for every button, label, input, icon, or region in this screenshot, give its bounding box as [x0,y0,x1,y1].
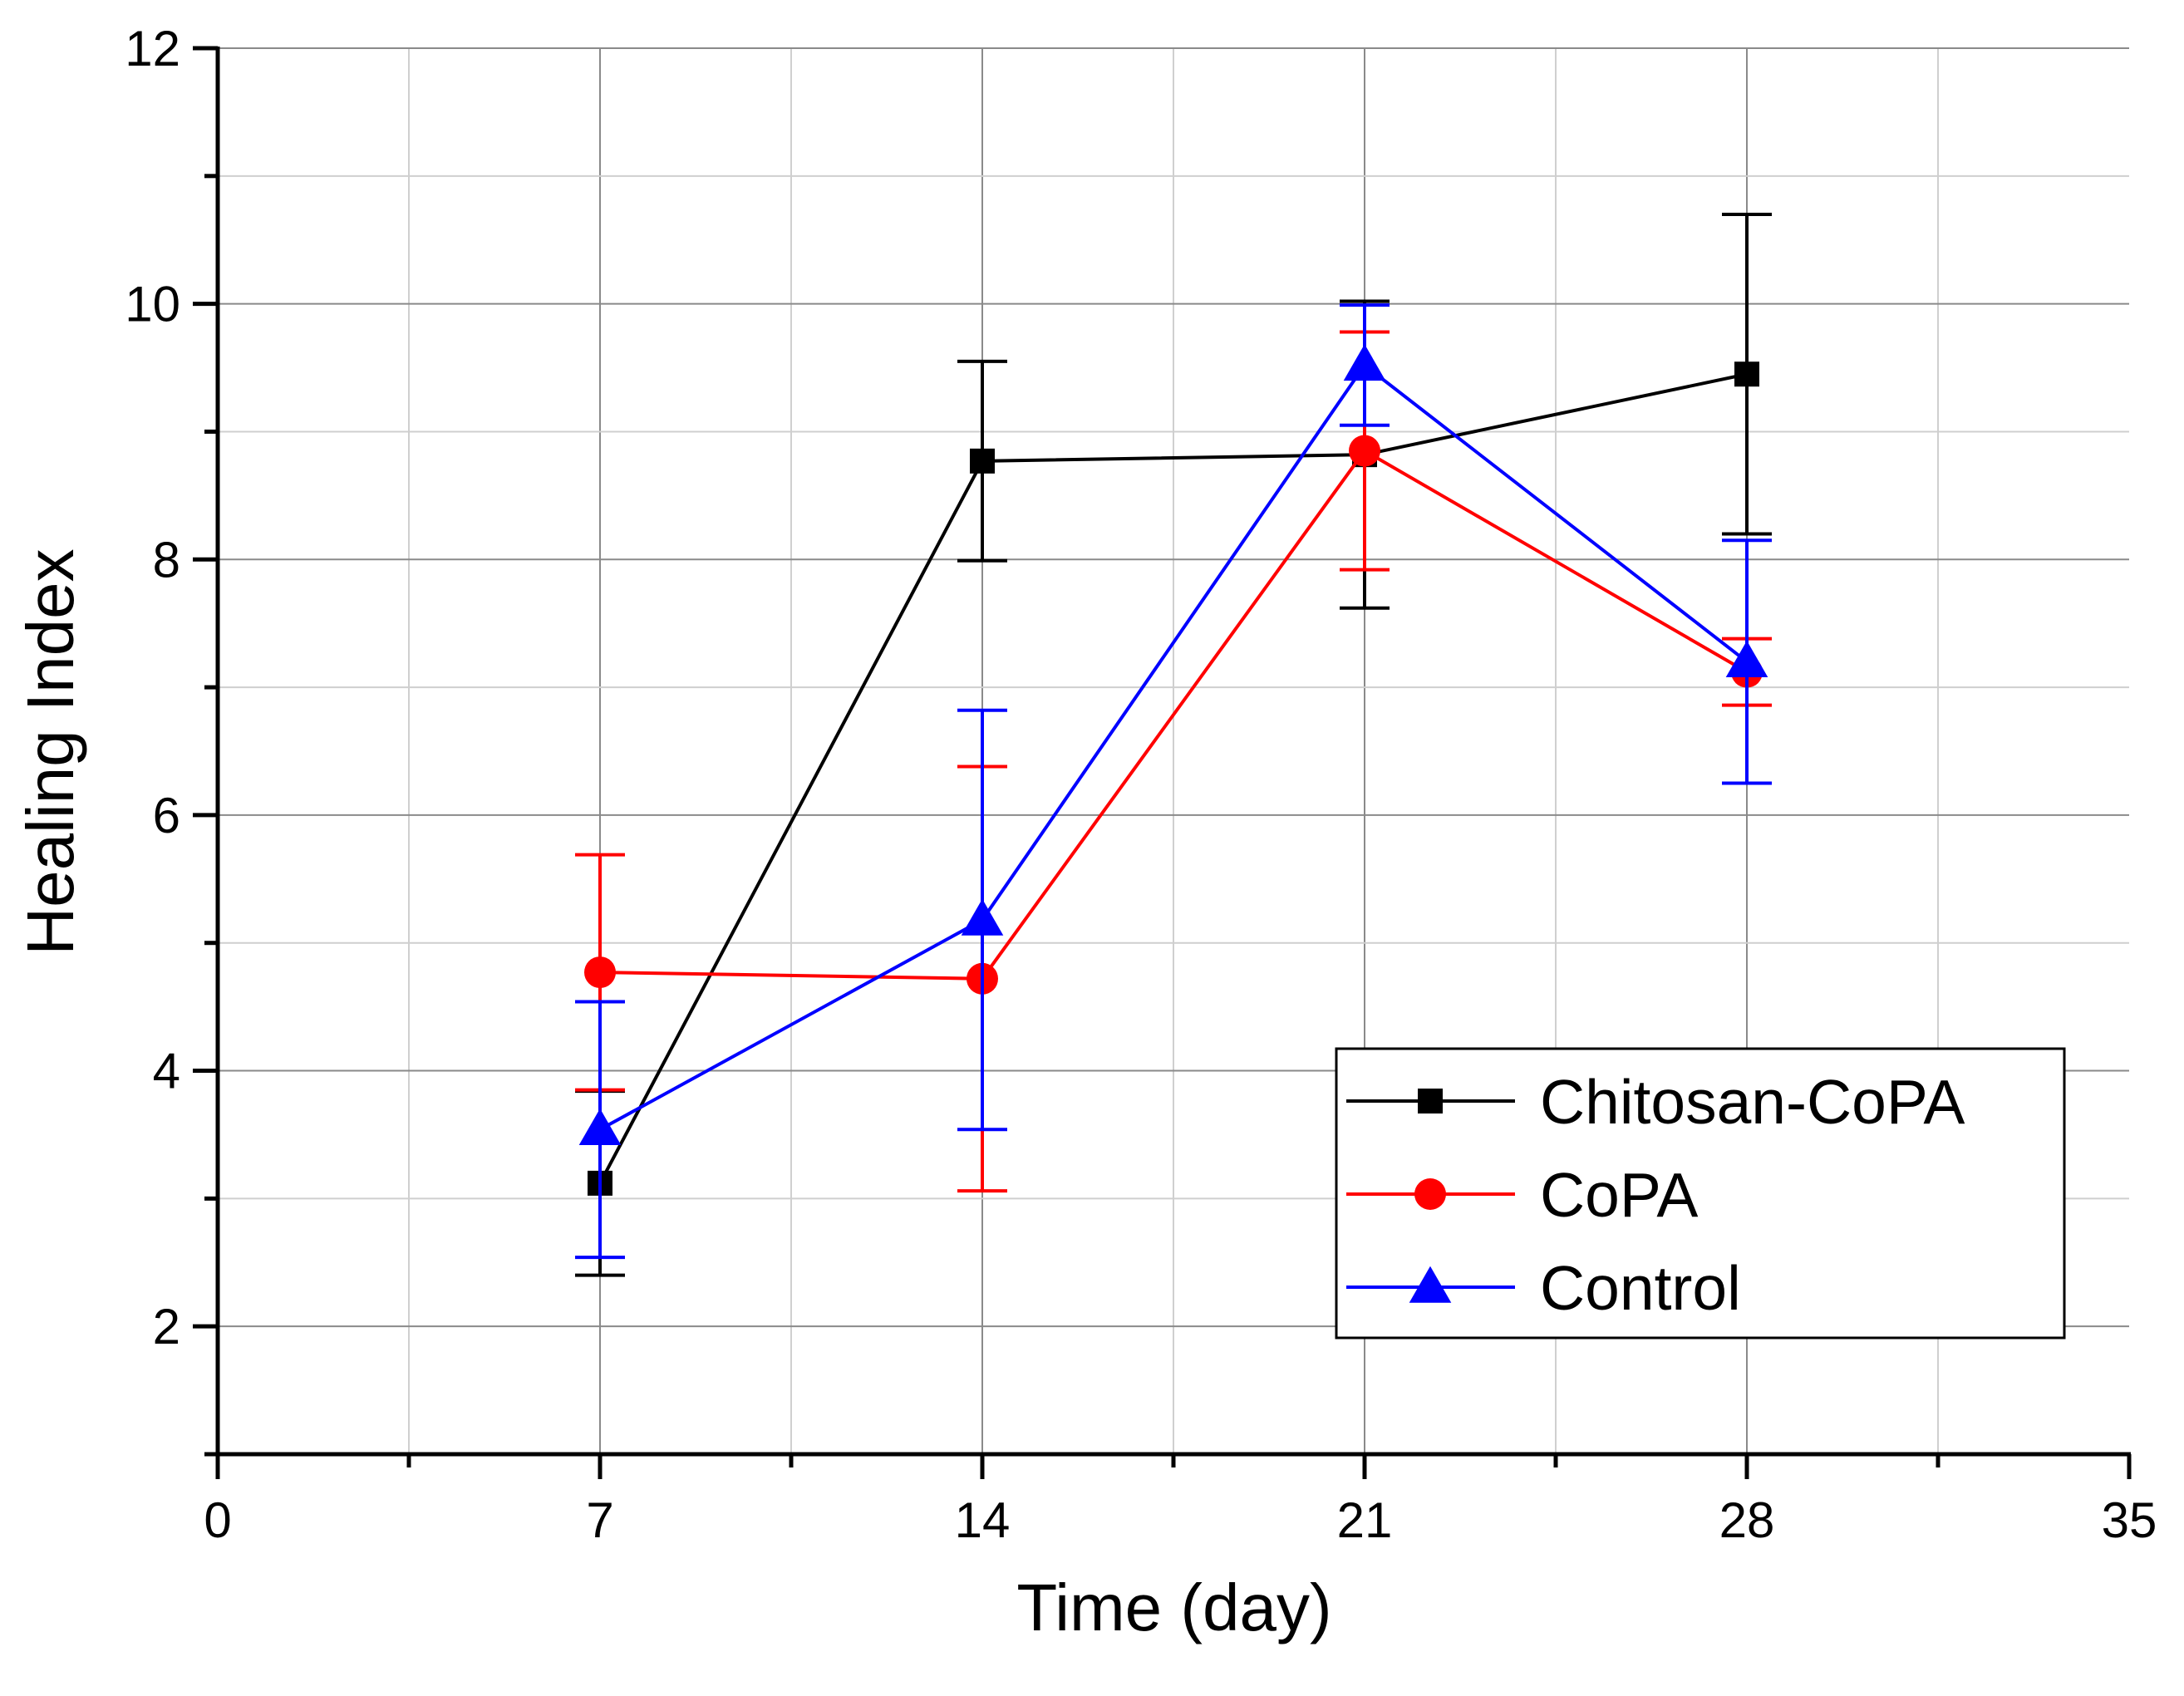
legend-marker [1418,1089,1443,1113]
y-tick-label: 4 [153,1044,180,1099]
x-tick-label: 21 [1337,1492,1393,1548]
data-point [1725,641,1768,678]
data-point [961,898,1004,936]
legend-item: Chitosan-CoPA [1346,1067,1965,1137]
y-axis-title: Healing Index [13,548,87,955]
data-point [578,1109,622,1146]
series-line [599,362,1749,1132]
x-tick-label: 7 [586,1492,613,1548]
data-point [1734,361,1759,387]
grid [218,47,2129,1454]
x-tick-label: 0 [204,1492,231,1548]
y-tick-label: 8 [153,532,180,587]
x-tick-label: 14 [955,1492,1011,1548]
legend-label: Chitosan-CoPA [1540,1067,1965,1137]
y-tick-label: 10 [125,277,180,332]
series-line [598,372,1748,1184]
x-tick-label: 28 [1719,1492,1775,1548]
data-point [1349,435,1380,467]
legend-label: CoPA [1540,1160,1698,1230]
data-point [1343,344,1386,381]
legend-item: Control [1346,1253,1741,1323]
legend: Chitosan-CoPA CoPA Control [1335,1047,2066,1340]
series-layer [575,212,1772,1277]
y-tick-label: 2 [153,1299,180,1354]
legend-label: Control [1540,1253,1741,1323]
data-point [584,956,616,989]
legend-item: CoPA [1346,1160,1698,1230]
legend-marker [1414,1178,1446,1210]
y-tick-label: 6 [153,788,180,843]
axes: 0 7 14 21 28 35 2 4 6 8 10 12 [125,21,2157,1548]
x-axis-title: Time (day) [1016,1571,1331,1644]
legend-marker [1409,1266,1452,1303]
series-control [575,303,1772,1260]
series-line [599,448,1749,981]
x-tick-label: 35 [2102,1492,2157,1548]
y-tick-label: 12 [125,21,180,76]
data-point [970,448,995,474]
